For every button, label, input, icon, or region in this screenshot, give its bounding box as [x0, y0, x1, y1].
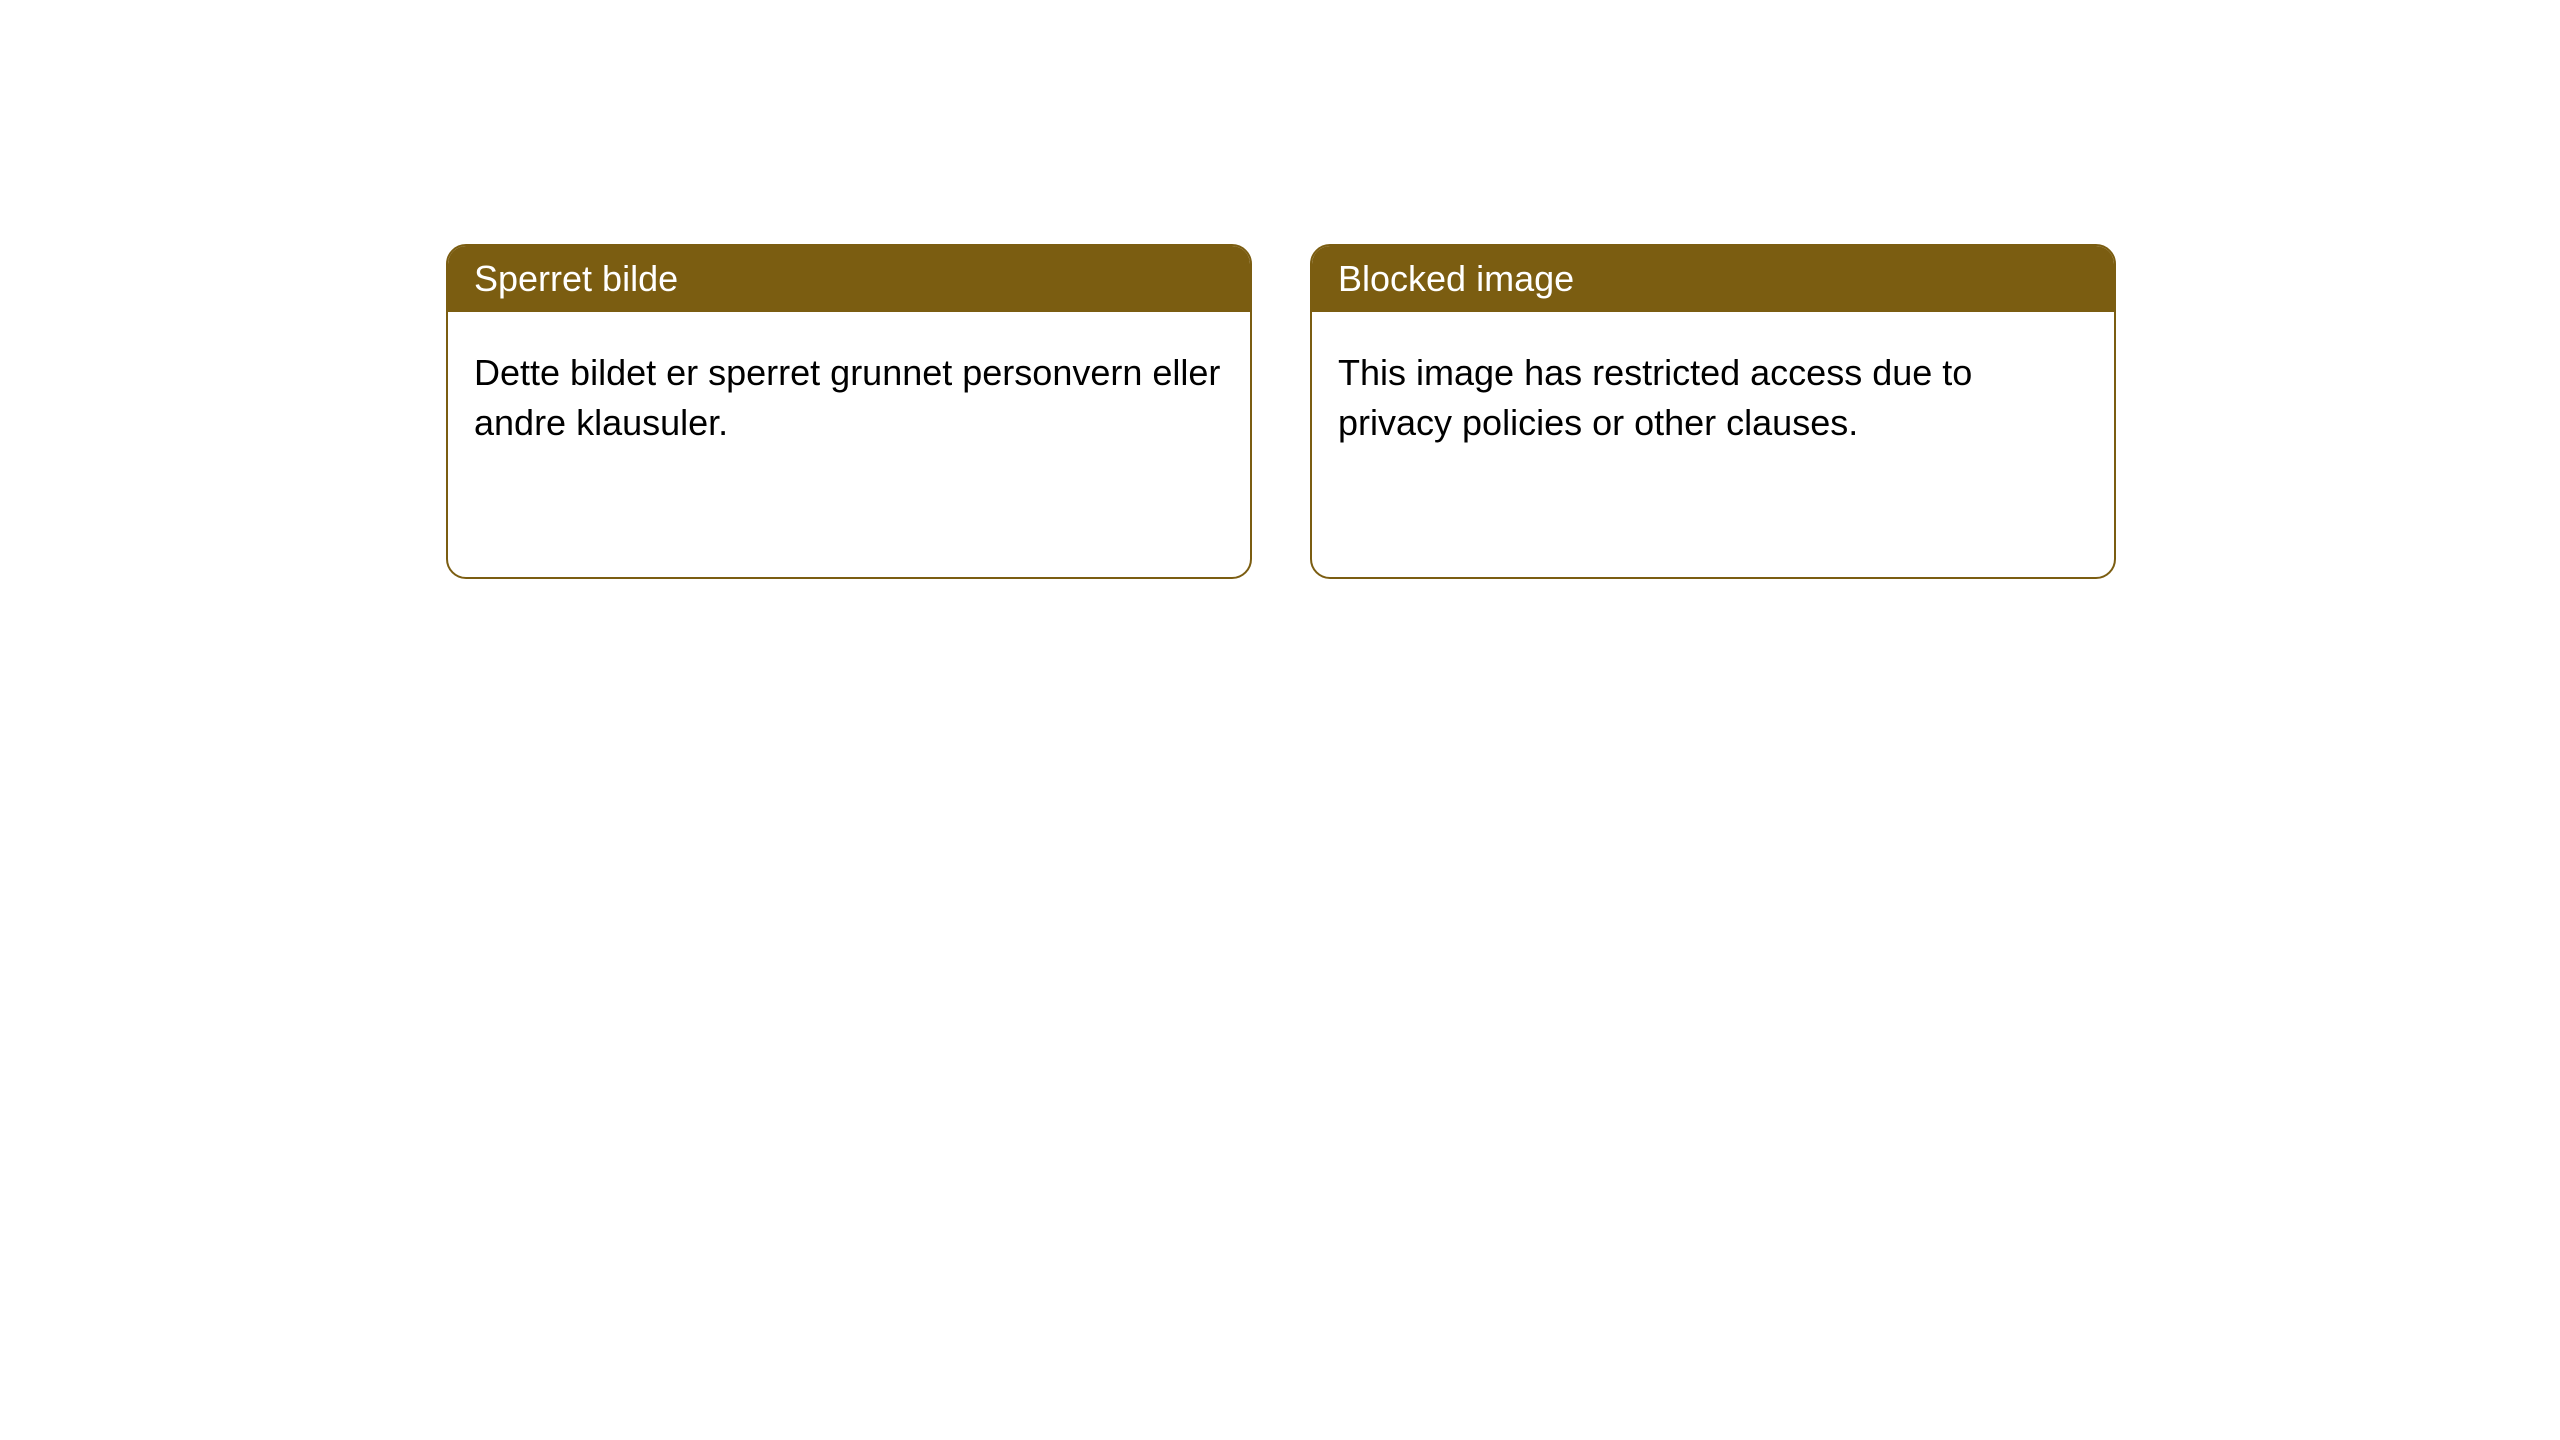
card-title: Blocked image — [1338, 258, 1574, 299]
card-header: Blocked image — [1312, 246, 2114, 312]
card-header: Sperret bilde — [448, 246, 1250, 312]
notice-container: Sperret bilde Dette bildet er sperret gr… — [0, 0, 2560, 579]
card-message: This image has restricted access due to … — [1338, 352, 1972, 443]
card-message: Dette bildet er sperret grunnet personve… — [474, 352, 1220, 443]
card-body: Dette bildet er sperret grunnet personve… — [448, 312, 1250, 485]
card-body: This image has restricted access due to … — [1312, 312, 2114, 485]
card-title: Sperret bilde — [474, 258, 678, 299]
notice-card-norwegian: Sperret bilde Dette bildet er sperret gr… — [446, 244, 1252, 579]
notice-card-english: Blocked image This image has restricted … — [1310, 244, 2116, 579]
